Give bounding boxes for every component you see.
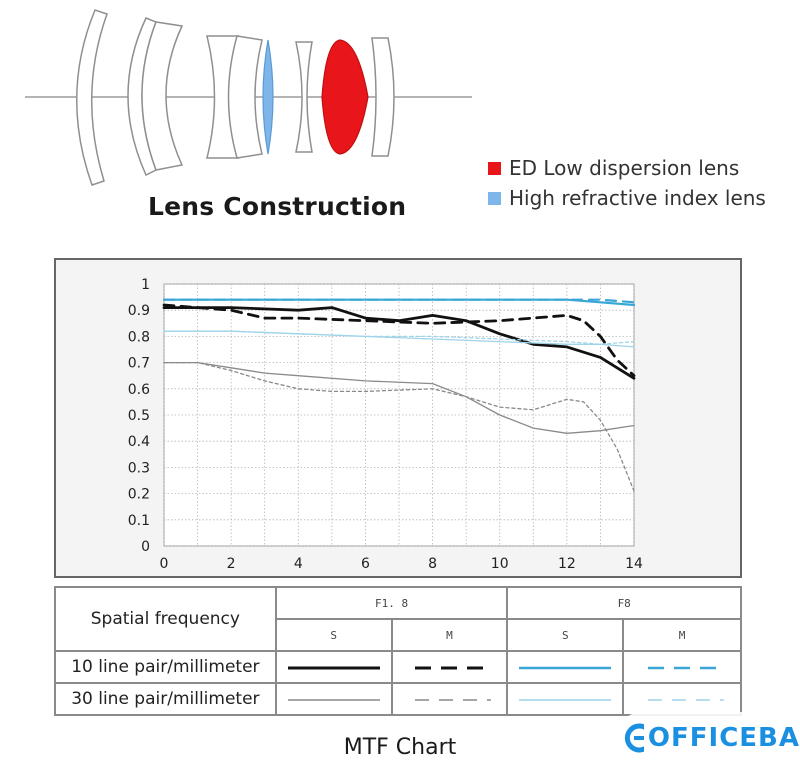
series-line-F18-m-30lp <box>163 361 635 492</box>
series-line-F18-s-30lp <box>163 361 635 434</box>
series-line-F18-s-10lp <box>162 306 636 380</box>
group-header-f18: F1. 8 <box>274 586 509 620</box>
sub-header-m-f8: M <box>622 618 742 652</box>
y-tick-label: 0.3 <box>128 460 150 476</box>
swatch-10-f8-s <box>506 650 625 684</box>
mtf-plot: 00.10.20.30.40.50.60.70.80.910 2 4 6 8 10 12 14 <box>128 277 643 572</box>
swatch-10-f18-m <box>390 650 509 684</box>
mtf-chart-frame: 0 0.1 0.2 0.3 0.4 0.5 0.6 0.7 0.8 0.9 1 0 2 4 6 8 10 12 14 <box>54 258 742 578</box>
series-line-F8-m-10lp <box>162 298 636 304</box>
sub-header-m-f18: M <box>390 618 509 652</box>
lens-diagram <box>25 9 472 186</box>
x-tick-label: 2 <box>227 556 236 572</box>
x-tick-label: 8 <box>428 556 437 572</box>
x-tick-label: 14 <box>625 556 643 572</box>
x-tick-label: 0 <box>160 556 169 572</box>
swatch-30-f18-s <box>274 682 393 716</box>
lens-construction-section: Lens Construction ED Low dispersion lens… <box>0 0 800 250</box>
watermark-text: OFFICEBA <box>647 723 800 753</box>
y-tick-label: 0.2 <box>128 487 150 503</box>
legend-high-refractive: High refractive index lens <box>488 186 766 210</box>
sub-header-s-f8: S <box>506 618 625 652</box>
y-tick-label: 0.6 <box>128 382 150 398</box>
high-refractive-lens <box>262 39 274 155</box>
y-tick-label: 0 <box>141 539 150 555</box>
swatch-10-f8-m <box>622 650 742 684</box>
legend-high-refractive-label: High refractive index lens <box>509 186 766 210</box>
red-swatch-icon <box>488 161 501 175</box>
legend-ed-label: ED Low dispersion lens <box>509 156 740 180</box>
mtf-chart-title: MTF Chart <box>343 735 457 760</box>
y-tick-label: 0.8 <box>128 329 150 345</box>
sub-header-s-f18: S <box>274 618 393 652</box>
watermark: OFFICEBA <box>616 712 800 764</box>
series-lines <box>162 298 636 492</box>
x-tick-label: 12 <box>558 556 576 572</box>
row-label-10lp: 10 line pair/millimeter <box>54 650 277 684</box>
spatial-frequency-header: Spatial frequency <box>54 586 277 652</box>
lens-element-1 <box>76 9 108 186</box>
y-tick-label: 0.9 <box>128 303 150 319</box>
y-tick-label: 0.7 <box>128 356 150 372</box>
x-tick-label: 10 <box>491 556 509 572</box>
officeba-logo-icon <box>624 723 644 753</box>
series-line-F18-m-10lp <box>162 303 636 378</box>
swatch-30-f8-m <box>622 682 742 716</box>
grid <box>163 283 635 547</box>
lens-element-5 <box>227 35 263 159</box>
legend-ed-lens: ED Low dispersion lens <box>488 156 739 180</box>
group-header-f8: F8 <box>506 586 742 620</box>
ed-lens <box>321 39 369 155</box>
lens-construction-title: Lens Construction <box>148 192 407 221</box>
swatch-10-f18-s <box>274 650 393 684</box>
swatch-30-f18-m <box>390 682 509 716</box>
row-label-30lp: 30 line pair/millimeter <box>54 682 277 716</box>
mtf-legend-table: Spatial frequency F1. 8 F8 S M S M 10 li… <box>54 586 742 716</box>
lens-elements <box>76 9 395 186</box>
lens-element-7 <box>295 41 313 153</box>
x-tick-label: 6 <box>361 556 370 572</box>
tick-labels: 00.10.20.30.40.50.60.70.80.910 2 4 6 8 10 12 14 <box>128 277 643 572</box>
x-tick-label: 4 <box>294 556 303 572</box>
swatch-30-f8-s <box>506 682 625 716</box>
lens-element-3 <box>141 21 184 171</box>
y-tick-label: 1 <box>141 277 150 293</box>
y-tick-label: 0.5 <box>128 408 150 424</box>
lens-element-9 <box>371 37 395 157</box>
y-tick-label: 0.1 <box>128 513 150 529</box>
blue-swatch-icon <box>488 191 501 205</box>
series-line-F8-m-30lp <box>163 330 635 345</box>
y-tick-label: 0.4 <box>128 434 150 450</box>
